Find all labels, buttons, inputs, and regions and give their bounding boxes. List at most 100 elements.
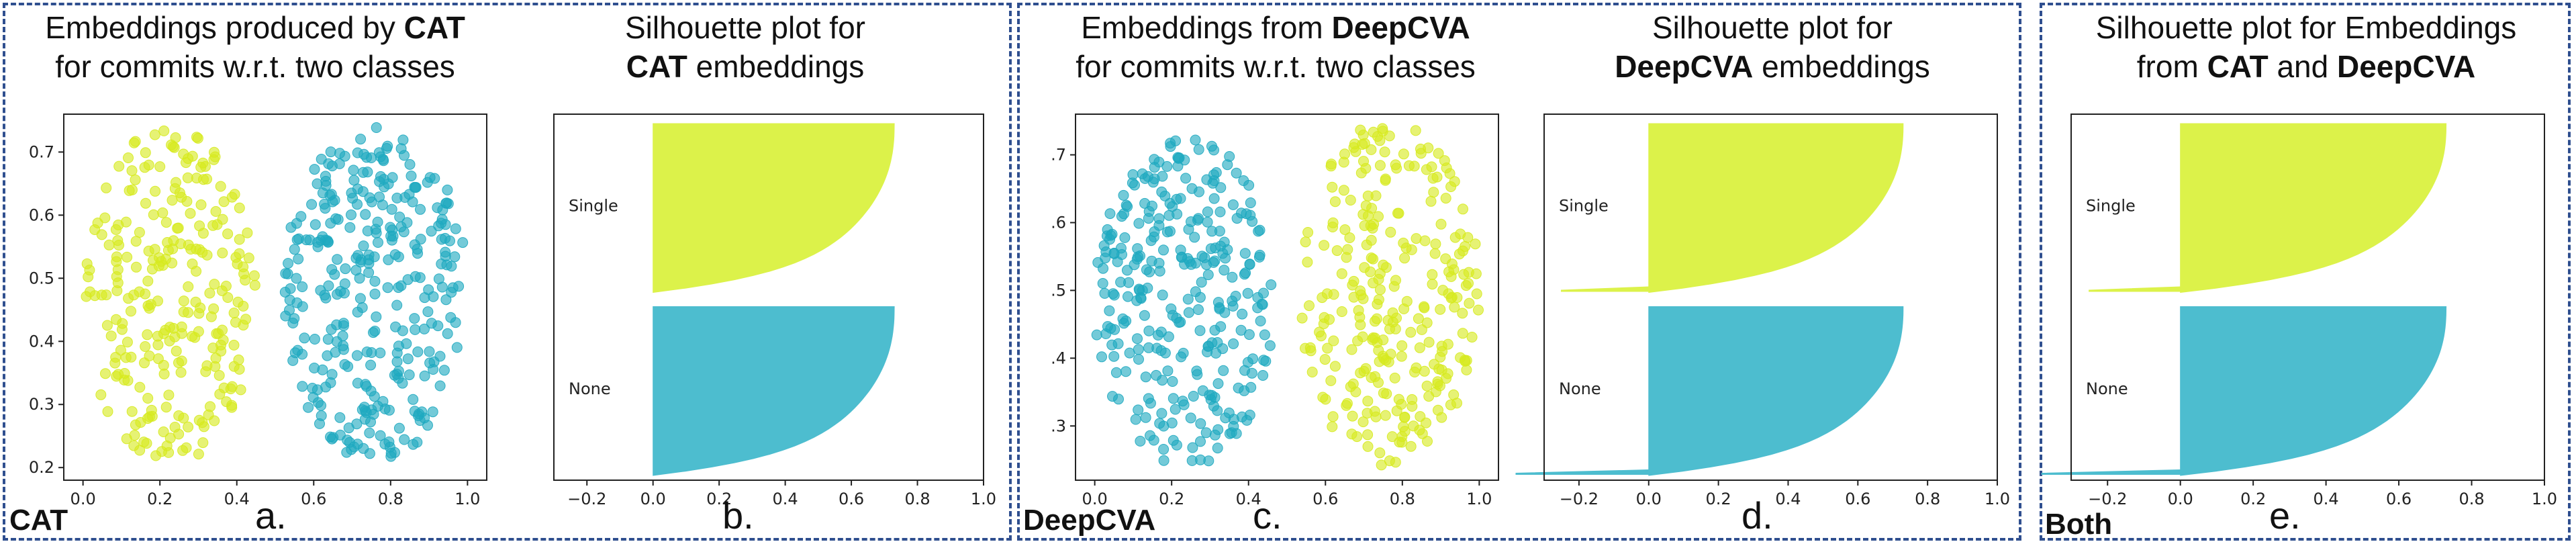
- scatter-point-teal: [1143, 325, 1155, 336]
- scatter-point-lime: [1414, 342, 1425, 353]
- scatter-point-teal: [1110, 367, 1122, 378]
- scatter-point-lime: [135, 417, 146, 428]
- scatter-point-lime: [101, 182, 112, 193]
- scatter-point-teal: [1227, 199, 1239, 210]
- scatter-point-lime: [140, 147, 151, 158]
- scatter-point-lime: [191, 173, 202, 184]
- scatter-point-teal: [1148, 435, 1159, 446]
- scatter-point-lime: [1357, 130, 1369, 140]
- scatter-point-lime: [228, 308, 240, 318]
- scatter-point-teal: [320, 381, 332, 393]
- scatter-point-lime: [1416, 324, 1427, 335]
- scatter-point-lime: [1329, 361, 1341, 372]
- scatter-point-teal: [339, 150, 350, 162]
- scatter-point-teal: [325, 431, 336, 443]
- panel-d-title-post: embeddings: [1753, 49, 1930, 84]
- scatter-point-teal: [314, 418, 325, 429]
- scatter-point-teal: [451, 342, 463, 353]
- scatter-point-teal: [1235, 324, 1247, 336]
- scatter-point-lime: [172, 222, 183, 234]
- scatter-point-teal: [325, 146, 336, 158]
- scatter-point-lime: [113, 161, 125, 172]
- scatter-point-teal: [306, 199, 318, 210]
- scatter-point-lime: [226, 381, 238, 392]
- scatter-point-teal: [434, 351, 446, 362]
- y-tick-label: .7: [1051, 146, 1066, 165]
- scatter-point-teal: [383, 437, 395, 447]
- silhouette-single: [1648, 123, 1904, 293]
- scatter-point-teal: [1108, 289, 1120, 301]
- scatter-point-teal: [1195, 436, 1206, 447]
- scatter-point-lime: [96, 229, 107, 240]
- scatter-point-teal: [1158, 444, 1170, 455]
- scatter-point-teal: [326, 189, 337, 200]
- x-tick-label: 1.0: [1985, 490, 2010, 508]
- silhouette-none: [2180, 306, 2447, 476]
- scatter-point-teal: [1170, 404, 1181, 415]
- scatter-point-lime: [1409, 367, 1421, 377]
- scatter-point-lime: [1346, 344, 1357, 355]
- scatter-point-lime: [148, 209, 159, 220]
- scatter-point-lime: [1430, 238, 1441, 250]
- scatter-point-lime: [1458, 203, 1468, 215]
- scatter-point-lime: [1440, 193, 1451, 204]
- scatter-point-teal: [352, 306, 363, 318]
- scatter-point-teal: [1205, 243, 1217, 255]
- scatter-point-lime: [1362, 429, 1374, 441]
- scatter-point-lime: [1433, 404, 1443, 416]
- scatter-point-teal: [1163, 210, 1175, 221]
- group-box-cat: [3, 3, 1012, 541]
- scatter-point-lime: [242, 227, 253, 238]
- scatter-point-lime: [161, 440, 173, 451]
- scatter-point-lime: [1437, 285, 1449, 296]
- x-tick-label: 0.2: [147, 490, 173, 508]
- x-tick-label: 0.8: [904, 490, 930, 508]
- x-tick-label: 0.6: [1845, 490, 1870, 508]
- scatter-point-teal: [434, 380, 446, 392]
- scatter-point-teal: [1254, 249, 1266, 261]
- scatter-point-lime: [142, 393, 154, 404]
- scatter-point-teal: [344, 222, 356, 233]
- scatter-point-lime: [111, 271, 122, 282]
- silhouette-negative-none: [2041, 469, 2181, 475]
- scatter-point-lime: [178, 306, 189, 318]
- scatter-point-teal: [1175, 244, 1186, 256]
- corner-label-cat: CAT: [9, 504, 68, 537]
- scatter-point-lime: [1373, 345, 1384, 356]
- scatter-point-lime: [1362, 190, 1374, 201]
- scatter-point-teal: [361, 347, 373, 357]
- scatter-point-teal: [326, 369, 338, 380]
- x-tick-label: 1.0: [2532, 490, 2557, 508]
- scatter-point-teal: [1109, 324, 1120, 335]
- scatter-point-teal: [1156, 408, 1167, 419]
- x-tick-label: 1.0: [1466, 490, 1492, 508]
- x-tick-label: 0.0: [1636, 490, 1662, 508]
- scatter-point-teal: [357, 186, 369, 197]
- scatter-point-teal: [385, 222, 396, 233]
- scatter-point-teal: [339, 278, 350, 289]
- scatter-point-teal: [387, 172, 398, 183]
- scatter-point-teal: [440, 197, 452, 209]
- scatter-point-lime: [1427, 269, 1438, 280]
- scatter-point-lime: [230, 316, 241, 328]
- scatter-point-teal: [364, 192, 375, 203]
- scatter-point-lime: [1455, 228, 1466, 240]
- scatter-point-lime: [1405, 441, 1417, 452]
- scatter-point-teal: [436, 281, 448, 293]
- scatter-point-lime: [152, 295, 163, 307]
- scatter-point-lime: [126, 184, 138, 195]
- scatter-point-teal: [1266, 279, 1277, 290]
- panel-c-title-line2: for commits w.r.t. two classes: [1076, 49, 1476, 84]
- plot-frame: [1075, 113, 1499, 481]
- scatter-point-lime: [112, 235, 124, 246]
- scatter-point-teal: [303, 402, 314, 413]
- scatter-point-teal: [1193, 144, 1204, 155]
- scatter-point-lime: [191, 265, 202, 277]
- scatter-point-teal: [445, 312, 457, 323]
- scatter-point-lime: [140, 288, 151, 300]
- scatter-point-lime: [1419, 365, 1430, 377]
- x-tick-label: −0.2: [567, 490, 606, 508]
- scatter-point-lime: [1368, 277, 1379, 289]
- scatter-point-teal: [1133, 404, 1144, 416]
- scatter-point-lime: [1435, 304, 1446, 315]
